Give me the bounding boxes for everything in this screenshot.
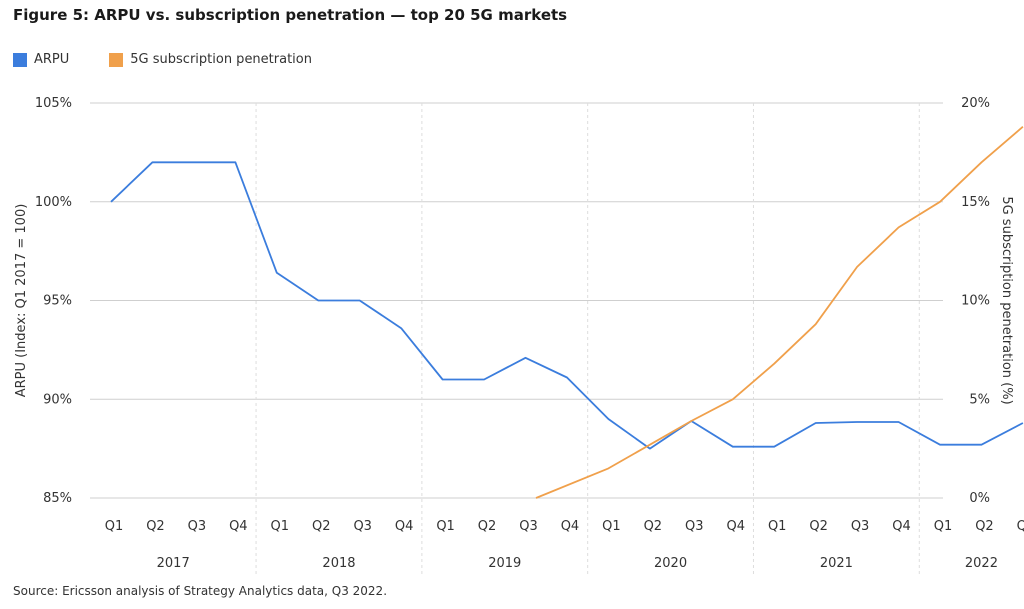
year-label: 2017 <box>157 556 190 571</box>
x-tick-label: Q2 <box>975 519 994 534</box>
x-tick-label: Q4 <box>229 519 248 534</box>
legend-item-arpu: ARPU <box>13 52 69 67</box>
y-left-tick-label: 90% <box>43 392 72 407</box>
x-tick-label: Q3 <box>1017 519 1024 534</box>
y-left-tick-label: 95% <box>43 294 72 309</box>
y-right-tick-label: 10% <box>961 294 990 309</box>
series-line-penetration <box>535 126 1024 499</box>
x-tick-label: Q3 <box>851 519 870 534</box>
x-tick-label: Q4 <box>726 519 745 534</box>
legend-item-penetration: 5G subscription penetration <box>109 52 312 67</box>
year-label: 2021 <box>820 556 853 571</box>
year-label: 2019 <box>488 556 521 571</box>
x-tick-label: Q1 <box>768 519 787 534</box>
y-left-axis-title: ARPU (Index: Q1 2017 = 100) <box>14 204 29 398</box>
y-right-axis-title: 5G subscription penetration (%) <box>999 196 1014 404</box>
series-line-arpu <box>110 161 1024 450</box>
legend-label-arpu: ARPU <box>34 52 70 67</box>
x-tick-label: Q3 <box>685 519 704 534</box>
x-tick-label: Q1 <box>271 519 290 534</box>
y-left-tick-label: 100% <box>35 195 72 210</box>
y-left-tick-label: 105% <box>35 96 72 111</box>
x-tick-label: Q3 <box>188 519 207 534</box>
y-right-tick-label: 5% <box>969 392 990 407</box>
x-tick-label: Q2 <box>146 519 165 534</box>
y-right-tick-label: 15% <box>961 195 990 210</box>
x-tick-label: Q1 <box>105 519 124 534</box>
legend: ARPU 5G subscription penetration <box>13 52 352 67</box>
x-tick-label: Q1 <box>436 519 455 534</box>
x-tick-label: Q2 <box>478 519 497 534</box>
year-label: 2020 <box>654 556 687 571</box>
legend-label-penetration: 5G subscription penetration <box>130 52 312 67</box>
x-tick-label: Q2 <box>312 519 331 534</box>
x-tick-label: Q4 <box>892 519 911 534</box>
x-tick-label: Q1 <box>602 519 621 534</box>
x-tick-label: Q1 <box>934 519 953 534</box>
legend-swatch-arpu <box>13 52 27 67</box>
legend-swatch-penetration <box>109 52 124 67</box>
y-right-tick-label: 0% <box>969 491 990 506</box>
year-label: 2018 <box>322 556 355 571</box>
year-label: 2022 <box>965 556 998 571</box>
x-tick-label: Q3 <box>353 519 372 534</box>
y-right-tick-label: 20% <box>961 96 990 111</box>
x-tick-label: Q4 <box>561 519 580 534</box>
figure-title: Figure 5: ARPU vs. subscription penetrat… <box>13 6 568 24</box>
x-tick-label: Q2 <box>644 519 663 534</box>
source-note: Source: Ericsson analysis of Strategy An… <box>13 584 388 598</box>
x-tick-label: Q3 <box>519 519 538 534</box>
x-tick-label: Q2 <box>809 519 828 534</box>
x-tick-label: Q4 <box>395 519 414 534</box>
y-left-tick-label: 85% <box>43 491 72 506</box>
